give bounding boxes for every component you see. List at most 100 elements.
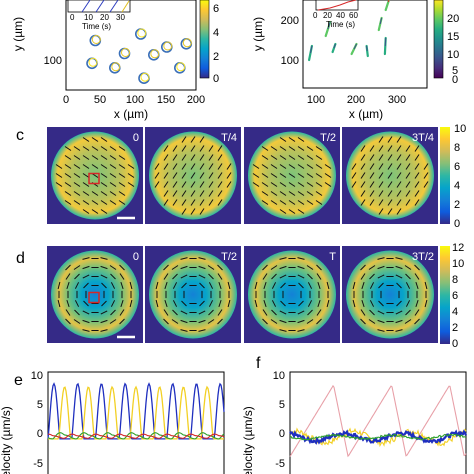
flow-arrow — [82, 200, 90, 205]
flow-arrow — [396, 300, 402, 307]
flow-arrow — [378, 282, 384, 289]
flow-arrow — [163, 190, 169, 197]
flow-arrow — [73, 191, 81, 196]
flow-arrow — [387, 163, 393, 170]
panel-c-cbar-2: 2 — [454, 199, 460, 211]
flow-arrow — [199, 181, 205, 188]
flow-arrow — [82, 137, 90, 142]
flow-arrow — [208, 154, 214, 161]
flow-arrow — [198, 329, 206, 332]
flow-arrow — [127, 182, 135, 187]
panel-d-frame-2: T — [244, 246, 340, 343]
panel-c-frame-3: 3T/4 — [342, 127, 438, 224]
panel-a-ytick-100: 100 — [44, 55, 62, 67]
flow-arrow — [405, 309, 411, 316]
panel-a-cbar-0: 0 — [213, 73, 219, 85]
inset-b-tick-60: 60 — [349, 11, 358, 20]
flow-arrow — [163, 273, 169, 280]
flow-arrow — [181, 300, 187, 307]
flow-arrow — [110, 273, 116, 280]
flow-arrow — [414, 154, 420, 161]
panel-b-track-head — [333, 43, 336, 49]
flow-arrow — [199, 190, 205, 197]
flow-arrow — [279, 200, 287, 205]
flow-arrow — [297, 310, 305, 315]
panel-f-ytick-0: 0 — [279, 428, 285, 440]
panel-a-cbar-4: 4 — [213, 27, 219, 39]
flow-arrow — [261, 191, 269, 196]
flow-arrow — [352, 299, 356, 308]
flow-arrow — [279, 329, 287, 332]
flow-arrow — [82, 146, 90, 151]
flow-arrow — [378, 199, 384, 206]
panel-e-series-3 — [48, 433, 225, 439]
flow-arrow — [127, 173, 135, 178]
flow-arrow — [119, 273, 125, 280]
panel-a-cell-trace — [91, 35, 101, 44]
panel-e-ylabel: elocity (µm/s) — [0, 406, 13, 474]
panel-d-colorbar — [440, 246, 450, 344]
flow-arrow — [377, 257, 385, 260]
flow-arrow — [368, 265, 376, 270]
flow-arrow — [414, 145, 420, 152]
flow-arrow — [369, 163, 375, 170]
flow-arrow — [378, 154, 384, 161]
panel-d-cbar-8: 8 — [452, 274, 458, 286]
flow-arrow — [279, 319, 287, 324]
inset-a-xlabel: Time (s) — [82, 22, 111, 31]
flow-arrow — [217, 163, 223, 170]
panel-b-track-head — [301, 40, 302, 47]
flow-arrow — [100, 137, 108, 142]
flow-arrow — [172, 282, 178, 289]
flow-arrow — [315, 155, 323, 160]
flow-arrow — [198, 274, 206, 279]
flow-arrow — [64, 191, 72, 196]
flow-arrow — [360, 172, 366, 179]
flow-arrow — [100, 310, 108, 315]
flow-arrow — [163, 181, 169, 188]
roi-box — [88, 291, 100, 304]
panel-e-ytick-neg5: -5 — [33, 458, 43, 470]
flow-arrow — [377, 329, 385, 332]
flow-arrow — [252, 182, 260, 187]
flow-arrow — [396, 172, 402, 179]
flow-arrow — [279, 137, 287, 142]
flow-arrow — [297, 182, 305, 187]
flow-arrow — [163, 199, 169, 206]
panel-b-xtick-100: 100 — [307, 94, 325, 106]
flow-arrow — [377, 274, 385, 279]
flow-arrow — [415, 281, 419, 290]
flow-arrow — [74, 282, 80, 289]
flow-arrow — [190, 145, 196, 152]
flow-arrow — [154, 163, 160, 170]
panel-c-colorbar — [440, 127, 450, 224]
flow-arrow — [163, 172, 169, 179]
flow-arrow — [100, 164, 108, 169]
panel-a-cell-trace — [163, 41, 173, 51]
flow-arrow — [91, 164, 99, 169]
flow-arrow — [261, 146, 269, 151]
panel-b-cbar-0: 0 — [452, 74, 458, 86]
flow-arrow — [110, 300, 116, 307]
flow-arrow — [387, 190, 393, 197]
panel-d-frame-label-0: 0 — [133, 251, 139, 263]
flow-arrow — [208, 309, 214, 316]
flow-arrow — [414, 172, 420, 179]
panel-d-frame-label-1: T/2 — [221, 251, 237, 263]
flow-arrow — [306, 146, 314, 151]
panel-f-series-2 — [289, 429, 467, 445]
flow-arrow — [171, 265, 179, 270]
flow-arrow — [120, 281, 124, 290]
flow-arrow — [172, 154, 178, 161]
flow-arrow — [414, 264, 420, 271]
flow-arrow — [73, 182, 81, 187]
flow-arrow — [396, 199, 402, 206]
panel-f-ytick-neg5: -5 — [275, 458, 285, 470]
flow-arrow — [288, 164, 296, 169]
flow-arrow — [73, 155, 81, 160]
flow-arrow — [226, 163, 232, 170]
panel-d-label: d — [16, 250, 25, 267]
flow-arrow — [208, 282, 214, 289]
flow-arrow — [271, 300, 277, 307]
flow-arrow — [55, 173, 63, 178]
